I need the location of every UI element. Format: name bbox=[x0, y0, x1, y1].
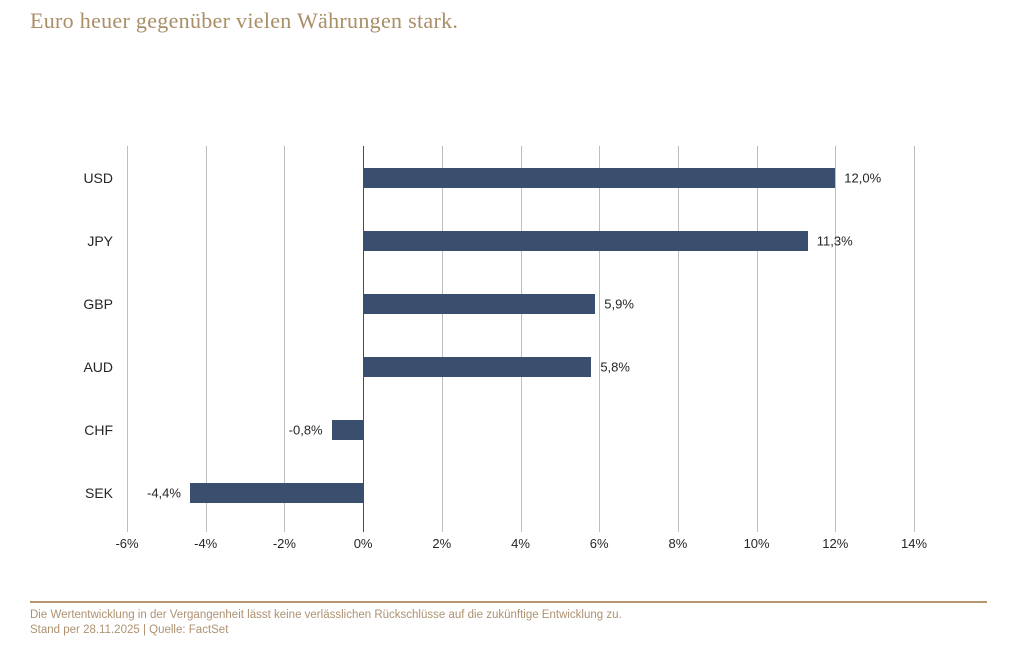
category-label: GBP bbox=[83, 295, 113, 312]
gridline bbox=[441, 146, 443, 524]
bar-row-usd: USD 12,0% bbox=[83, 146, 914, 209]
chart-title: Euro heuer gegenüber vielen Währungen st… bbox=[30, 8, 459, 33]
bar-row-gbp: GBP 5,9% bbox=[83, 272, 914, 335]
bar-chart-plot-area: -6% -4% -2% 0% 2% 4% 6% 8% 10% 12% 14% USD 12,0% JPY 1… bbox=[83, 146, 927, 551]
value-label: 5,9% bbox=[604, 296, 634, 311]
category-label: SEK bbox=[84, 484, 113, 501]
bar bbox=[363, 356, 592, 377]
gridline bbox=[756, 146, 758, 524]
x-axis-tick-mark bbox=[677, 524, 679, 532]
x-axis-tick-mark bbox=[127, 524, 128, 532]
value-label: -4,4% bbox=[147, 485, 181, 500]
gridline bbox=[835, 146, 837, 524]
value-label: -0,8% bbox=[288, 422, 323, 437]
bar-row-sek: SEK -4,4% bbox=[85, 461, 914, 524]
x-axis-tick-label: 4% bbox=[511, 536, 530, 551]
x-axis-tick-mark bbox=[599, 524, 601, 532]
category-label: USD bbox=[83, 169, 113, 186]
gridline bbox=[677, 146, 679, 524]
disclaimer-text: Die Wertentwicklung in der Vergangenheit… bbox=[30, 609, 622, 621]
bar bbox=[189, 482, 364, 503]
x-axis-tick-label: 6% bbox=[589, 536, 609, 551]
bar bbox=[363, 293, 596, 314]
bar-row-aud: AUD 5,8% bbox=[83, 335, 914, 398]
bar-row-jpy: JPY 11,3% bbox=[87, 209, 914, 272]
bar bbox=[331, 419, 364, 440]
category-label: CHF bbox=[84, 421, 113, 438]
x-axis-tick-label: -4% bbox=[194, 536, 218, 551]
x-axis-tick-label: 10% bbox=[743, 536, 770, 551]
x-axis-tick-mark bbox=[914, 524, 915, 532]
x-axis-tick-mark bbox=[835, 524, 837, 532]
x-axis-tick-mark bbox=[756, 524, 758, 532]
value-label: 5,8% bbox=[600, 359, 630, 374]
x-axis-tick-mark bbox=[363, 524, 365, 532]
gridline bbox=[914, 146, 915, 524]
x-axis-tick-mark bbox=[520, 524, 522, 532]
x-axis-tick-label: 12% bbox=[822, 536, 849, 551]
footer: Die Wertentwicklung in der Vergangenheit… bbox=[30, 608, 990, 638]
x-axis-tick-label: -6% bbox=[115, 536, 139, 551]
gridline bbox=[520, 146, 522, 524]
x-axis-tick-mark bbox=[284, 524, 286, 532]
category-label: JPY bbox=[87, 232, 113, 249]
bar bbox=[363, 167, 836, 188]
gridline bbox=[599, 146, 601, 524]
x-axis-tick-label: 2% bbox=[432, 536, 452, 551]
gridline bbox=[127, 146, 128, 524]
footer-divider bbox=[30, 601, 987, 603]
x-axis-tick-label: 0% bbox=[353, 536, 373, 551]
zero-gridline bbox=[363, 146, 365, 524]
gridline bbox=[205, 146, 207, 524]
x-axis-tick-label: 14% bbox=[900, 536, 928, 551]
x-axis-tick-mark bbox=[205, 524, 207, 532]
value-label: 11,3% bbox=[816, 233, 853, 248]
value-label: 12,0% bbox=[844, 170, 882, 185]
bar bbox=[363, 230, 808, 251]
gridline bbox=[284, 146, 286, 524]
x-axis-tick-label: 8% bbox=[668, 536, 688, 551]
category-label: AUD bbox=[83, 358, 113, 375]
x-axis-tick-label: -2% bbox=[272, 536, 296, 551]
source-text: Stand per 28.11.2025 | Quelle: FactSet bbox=[30, 624, 229, 636]
bar-row-chf: CHF -0,8% bbox=[84, 398, 914, 461]
x-axis-tick-mark bbox=[441, 524, 443, 532]
